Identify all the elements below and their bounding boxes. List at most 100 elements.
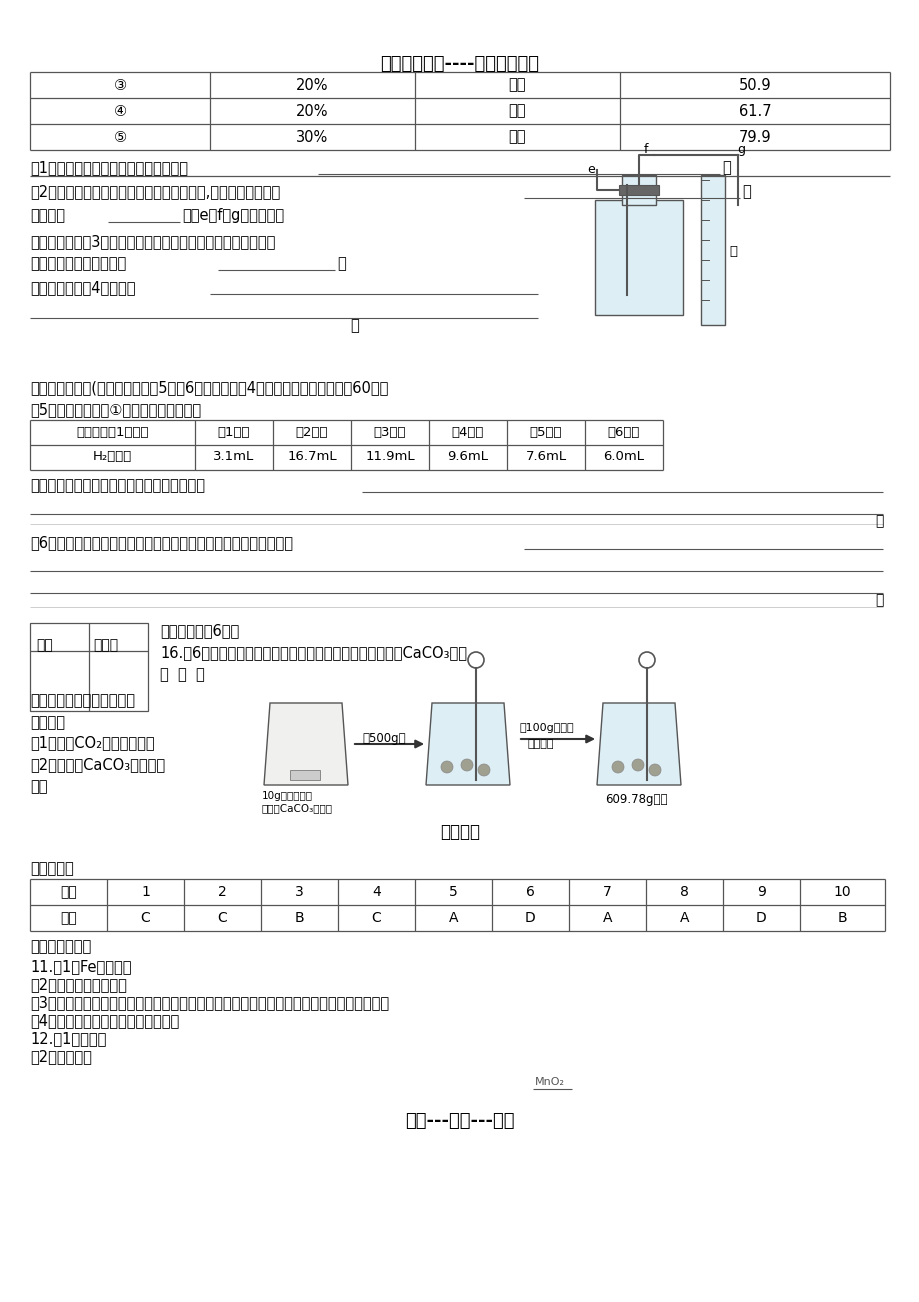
- Text: 9.6mL: 9.6mL: [447, 450, 488, 464]
- Text: 50.9: 50.9: [738, 78, 770, 92]
- Text: MnO₂: MnO₂: [535, 1077, 564, 1087]
- Text: （2）使油与氧气隔绝。: （2）使油与氧气隔绝。: [30, 976, 127, 992]
- Text: 请计算：: 请计算：: [30, 715, 65, 730]
- Text: 专心---专注---专业: 专心---专注---专业: [404, 1112, 515, 1130]
- Text: 10g生石灰样品: 10g生石灰样品: [262, 792, 312, 801]
- Text: e: e: [586, 163, 594, 176]
- Text: A: A: [602, 911, 611, 924]
- Text: 。: 。: [349, 318, 358, 333]
- Text: 7: 7: [603, 885, 611, 898]
- Text: 加500g水: 加500g水: [361, 732, 405, 745]
- Text: 3: 3: [295, 885, 303, 898]
- Text: （1）生成CO₂气体的质量；: （1）生成CO₂气体的质量；: [30, 736, 154, 750]
- Circle shape: [478, 764, 490, 776]
- Text: A: A: [448, 911, 458, 924]
- Text: （4）减少环境污染，节约金属资源。: （4）减少环境污染，节约金属资源。: [30, 1013, 179, 1029]
- Text: 数。: 数。: [30, 779, 48, 794]
- Text: 2: 2: [218, 885, 227, 898]
- Text: 7.6mL: 7.6mL: [525, 450, 566, 464]
- Text: （1）写出稀硫酸与锌反应的化学方程式: （1）写出稀硫酸与锌反应的化学方程式: [30, 160, 187, 174]
- Text: 水: 水: [728, 245, 736, 258]
- Text: 完全反应: 完全反应: [528, 740, 554, 749]
- Text: 一、选择题: 一、选择题: [30, 861, 74, 876]
- Text: 16.7mL: 16.7mL: [287, 450, 336, 464]
- Circle shape: [611, 760, 623, 773]
- Polygon shape: [596, 703, 680, 785]
- Text: 20%: 20%: [296, 78, 328, 92]
- Text: 评卷人: 评卷人: [94, 638, 119, 652]
- Polygon shape: [264, 703, 347, 785]
- Text: 锥片: 锥片: [508, 129, 526, 145]
- Text: 得分: 得分: [37, 638, 53, 652]
- Text: 16.（6分）某石灰厂需要测定产品生石灰中杂质（杂质只含CaCO₃）的: 16.（6分）某石灰厂需要测定产品生石灰中杂质（杂质只含CaCO₃）的: [160, 644, 467, 660]
- Text: （只含CaCO₃杂质）: （只含CaCO₃杂质）: [262, 803, 333, 812]
- Text: 6: 6: [526, 885, 534, 898]
- Text: 答案: 答案: [60, 911, 77, 924]
- Text: （5）下表是小兵第①组实验的详细数据。: （5）下表是小兵第①组实验的详细数据。: [30, 402, 201, 417]
- Text: 锥粒: 锥粒: [508, 103, 526, 118]
- Text: 时段（均为1分钟）: 时段（均为1分钟）: [76, 426, 149, 439]
- Text: 11.（1）Fe；塑料。: 11.（1）Fe；塑料。: [30, 960, 131, 974]
- Bar: [595, 201, 682, 315]
- Circle shape: [460, 759, 472, 771]
- Circle shape: [468, 652, 483, 668]
- Text: g: g: [736, 143, 744, 156]
- Text: （2）样品中CaCO₃的质量分: （2）样品中CaCO₃的质量分: [30, 756, 165, 772]
- Text: 参考答案: 参考答案: [439, 823, 480, 841]
- Text: 10: 10: [833, 885, 850, 898]
- Text: A: A: [679, 911, 688, 924]
- Text: 12.（1）物理。: 12.（1）物理。: [30, 1031, 107, 1046]
- Text: B: B: [294, 911, 304, 924]
- Text: 。: 。: [874, 592, 882, 607]
- Text: 3.1mL: 3.1mL: [213, 450, 255, 464]
- Text: H₂的体积: H₂的体积: [93, 450, 132, 464]
- Circle shape: [648, 764, 660, 776]
- Text: ③: ③: [113, 78, 127, 92]
- Text: 609.78g溶液: 609.78g溶液: [605, 793, 667, 806]
- Text: 11.9mL: 11.9mL: [365, 450, 414, 464]
- Text: 8: 8: [679, 885, 688, 898]
- Text: 79.9: 79.9: [738, 129, 770, 145]
- Text: 5: 5: [448, 885, 458, 898]
- Text: B: B: [837, 911, 846, 924]
- Bar: [700, 174, 724, 326]
- Text: 6.0mL: 6.0mL: [603, 450, 644, 464]
- Text: 题号: 题号: [60, 885, 77, 898]
- Text: 【评价与反思】(注意：若答对（5）（6）两小题奖励4分，化学试卷总分不超过60分）: 【评价与反思】(注意：若答对（5）（6）两小题奖励4分，化学试卷总分不超过60分…: [30, 380, 388, 395]
- Text: C: C: [141, 911, 150, 924]
- Bar: [30, 622, 148, 711]
- Text: 第3分钟: 第3分钟: [373, 426, 406, 439]
- Text: 第6分钟: 第6分钟: [607, 426, 640, 439]
- Text: （2）铁架台。: （2）铁架台。: [30, 1049, 92, 1064]
- Bar: [618, 185, 658, 195]
- Bar: [621, 174, 655, 204]
- Bar: [289, 769, 320, 780]
- Text: 数。小刚进行了如图实验。: 数。小刚进行了如图实验。: [30, 693, 135, 708]
- Text: 4: 4: [371, 885, 380, 898]
- Text: 【收集证据】（3）要比较不同质量分数的硫酸对反应快慢的影: 【收集证据】（3）要比较不同质量分数的硫酸对反应快慢的影: [30, 234, 275, 249]
- Circle shape: [631, 759, 643, 771]
- Circle shape: [440, 760, 452, 773]
- Text: ④: ④: [113, 103, 127, 118]
- Text: C: C: [371, 911, 381, 924]
- Text: ⑤: ⑤: [113, 129, 127, 145]
- Circle shape: [639, 652, 654, 668]
- Text: 质  量  分: 质 量 分: [160, 667, 205, 682]
- Text: 三、本大题共6分。: 三、本大题共6分。: [160, 622, 239, 638]
- Text: （3）铝的密度小、常温下，与氧气反应表面生成致密的氧化铝薄膜，阻止铝的进一步氧化。: （3）铝的密度小、常温下，与氧气反应表面生成致密的氧化铝薄膜，阻止铝的进一步氧化…: [30, 995, 389, 1010]
- Text: （2）小兵用右图装置收集并测量氢气的体积,其中量筒的作用是: （2）小兵用右图装置收集并测量氢气的体积,其中量筒的作用是: [30, 184, 280, 199]
- Text: 响，应选择的实验编号是: 响，应选择的实验编号是: [30, 256, 126, 271]
- Text: 。: 。: [336, 256, 346, 271]
- Text: 9: 9: [756, 885, 766, 898]
- Text: D: D: [525, 911, 535, 924]
- Text: D: D: [755, 911, 766, 924]
- Text: （6）锌与硫酸反应的快慢可能还受哪些因素影响？设计实验验证。: （6）锌与硫酸反应的快慢可能还受哪些因素影响？设计实验验证。: [30, 535, 292, 549]
- Text: 1: 1: [141, 885, 150, 898]
- Text: 精选优质文档----倾情为你奉上: 精选优质文档----倾情为你奉上: [380, 55, 539, 73]
- Text: （填e或f或g）管通入。: （填e或f或g）管通入。: [182, 208, 284, 223]
- Text: 第1分钟: 第1分钟: [218, 426, 250, 439]
- Polygon shape: [425, 703, 509, 785]
- Text: 【得出结论】（4）结论是: 【得出结论】（4）结论是: [30, 280, 135, 296]
- Text: 。: 。: [721, 160, 730, 174]
- Text: 加100g稀盐酸: 加100g稀盐酸: [519, 723, 574, 733]
